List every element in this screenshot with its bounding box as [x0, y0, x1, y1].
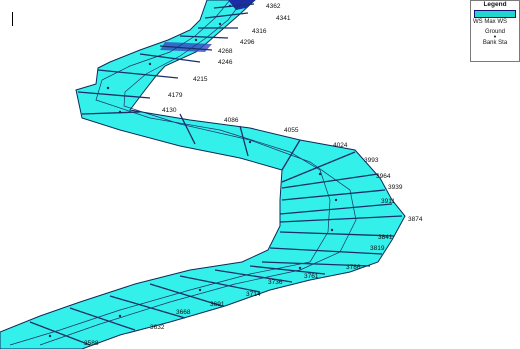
station-label: 3714: [246, 291, 261, 298]
legend-water-swatch: [474, 10, 516, 18]
longitudinal-lines: [9, 0, 357, 346]
station-label: 3993: [364, 157, 379, 164]
river-channel: [0, 0, 406, 349]
legend-bank-label: Bank Sta: [482, 40, 508, 46]
station-label: 4316: [252, 28, 267, 35]
station-label: 4362: [266, 3, 281, 10]
station-label: 4341: [276, 15, 291, 22]
station-label: 4179: [168, 92, 183, 99]
station-label: 3819: [370, 245, 385, 252]
legend-box: Legend WS Max WS Ground • Bank Sta: [470, 0, 520, 62]
station-label: 4024: [333, 142, 348, 149]
station-label: 4246: [218, 59, 233, 66]
cross-section-lines: [29, 3, 403, 346]
station-label: 4296: [240, 39, 255, 46]
station-label: 3939: [388, 184, 403, 191]
station-label: 3632: [150, 324, 165, 331]
station-label: 4130: [162, 107, 177, 114]
station-label: 3736: [268, 279, 283, 286]
station-label: 4215: [193, 76, 208, 83]
station-label: 4086: [224, 117, 239, 124]
station-label: 3691: [210, 301, 225, 308]
station-label: 4268: [218, 48, 233, 55]
legend-ground-label: Ground: [484, 29, 505, 35]
cursor-bar: [12, 12, 13, 26]
station-label: 3761: [304, 273, 319, 280]
legend-title: Legend: [483, 1, 507, 8]
station-label: 4055: [284, 127, 299, 134]
station-label: 3786: [346, 264, 361, 271]
legend-bank-marker: •: [493, 34, 497, 41]
legend-ws-label: WS Max WS: [473, 19, 507, 25]
station-label: 3964: [376, 173, 391, 180]
station-label: 3874: [408, 216, 423, 223]
bank-station-points: [48, 4, 338, 338]
station-label: 3588: [84, 340, 99, 347]
station-label: 3841: [378, 234, 393, 241]
station-label: 3668: [176, 309, 191, 316]
station-label: 3911: [381, 198, 395, 205]
station-labels: 4362 4341 4316 4296 4268 4246 4215 4179 …: [84, 3, 423, 347]
